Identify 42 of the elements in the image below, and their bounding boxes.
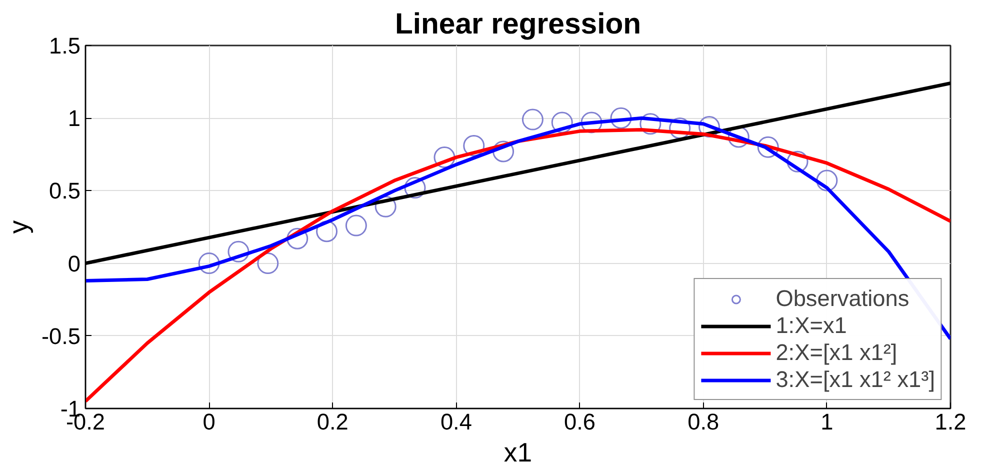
y-tick-label: -0.5 [41, 322, 81, 349]
legend-label: 3:X=[x1 x1² x1³] [776, 366, 935, 393]
point [640, 113, 662, 135]
point [374, 196, 396, 218]
point [522, 108, 544, 130]
point [228, 240, 250, 262]
point [669, 118, 691, 139]
x-tick-label: 1 [820, 408, 834, 434]
point [698, 116, 720, 138]
point [286, 228, 308, 250]
point [786, 150, 808, 172]
point [610, 107, 632, 129]
line-series [86, 128, 950, 403]
legend-label: Observations [776, 285, 910, 312]
point [757, 136, 779, 158]
legend-label: 2:X=[x1 x1²] [776, 339, 898, 366]
point [551, 112, 573, 134]
x-tick-label: 0.6 [564, 408, 596, 434]
point [492, 140, 514, 162]
x-tick-label: 1.2 [934, 408, 966, 434]
point [316, 220, 338, 242]
x-tick-label: 0.2 [316, 408, 348, 434]
point [580, 112, 602, 134]
x-axis-title: x1 [504, 438, 532, 468]
x-tick-label: 0.8 [688, 408, 720, 434]
x-tick-label: 0 [202, 408, 216, 434]
legend-label: 1:X=x1 [776, 312, 847, 339]
point [463, 134, 485, 156]
point [434, 146, 456, 168]
y-tick-label: 0.5 [49, 178, 81, 204]
y-tick-label: 0 [68, 250, 81, 276]
chart-title: Linear regression [394, 8, 642, 40]
x-tick-label: 0.4 [440, 408, 472, 434]
point [816, 170, 838, 192]
point [257, 252, 279, 274]
point [198, 252, 220, 274]
y-tick-label: 1 [68, 105, 81, 132]
y-axis-title: y [3, 220, 34, 234]
point [345, 214, 367, 236]
line-series [86, 116, 950, 341]
y-tick-label: 1.5 [49, 32, 81, 58]
point [404, 177, 426, 199]
